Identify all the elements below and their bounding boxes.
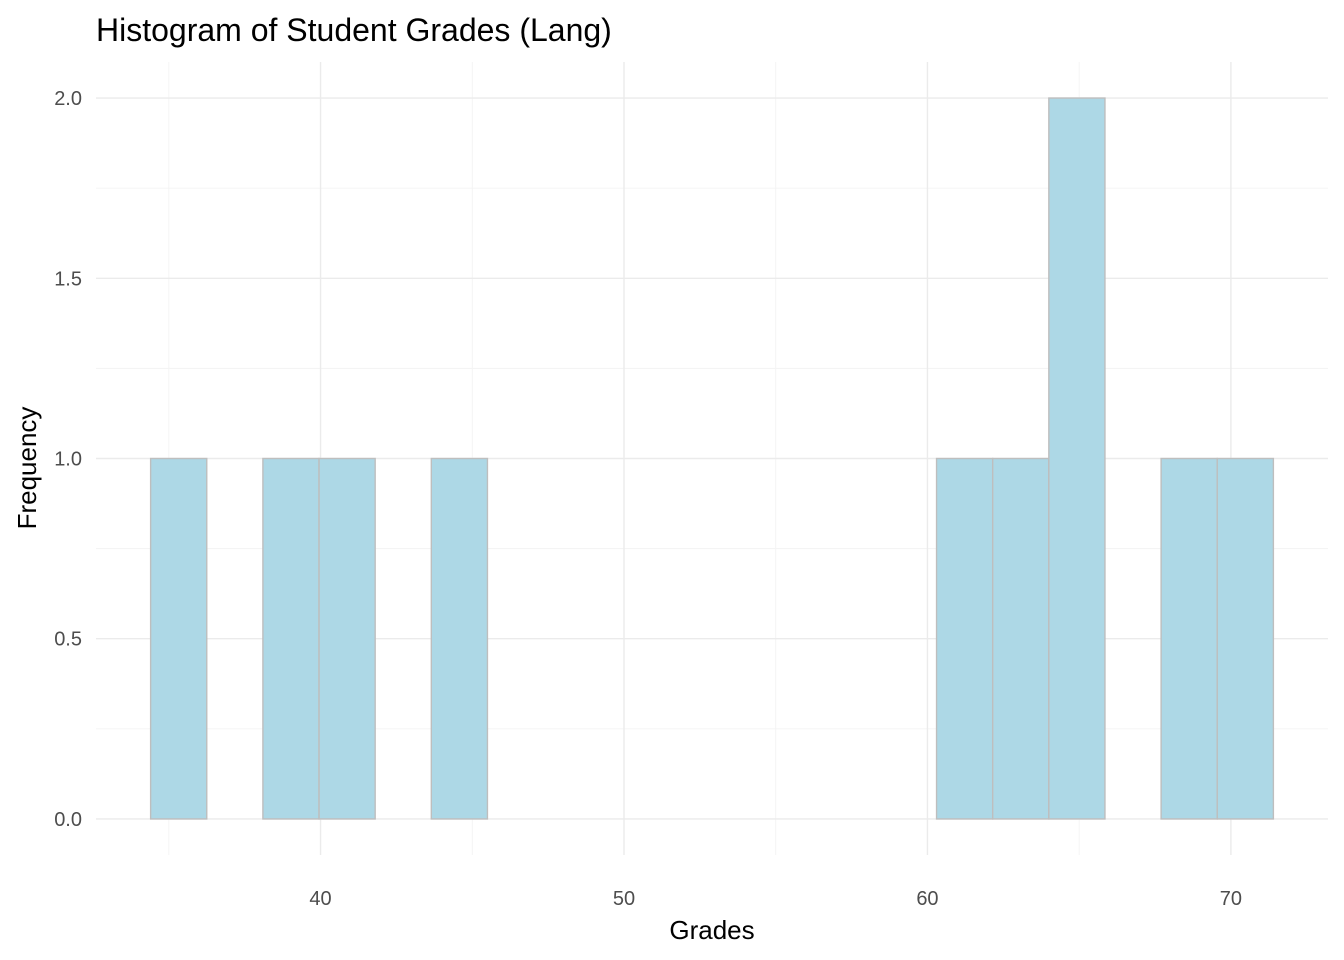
x-axis-ticks: 40 50 60 70: [309, 888, 1242, 910]
histogram-bar: [1216, 457, 1275, 820]
chart-title: Histogram of Student Grades (Lang): [96, 12, 612, 48]
x-axis-title: Grades: [669, 915, 754, 945]
y-tick-label: 1.5: [54, 268, 82, 290]
histogram-bar: [1160, 457, 1218, 820]
histogram-bar: [149, 457, 208, 820]
x-tick-label: 70: [1220, 888, 1242, 910]
histogram-bar: [262, 457, 320, 820]
x-tick-label: 40: [309, 888, 331, 910]
y-axis-ticks: 0.0 0.5 1.0 1.5 2.0: [54, 88, 82, 831]
x-tick-label: 50: [613, 888, 635, 910]
y-tick-label: 2.0: [54, 88, 82, 110]
x-tick-label: 60: [916, 888, 938, 910]
histogram-bar: [935, 457, 994, 820]
histogram-bar: [991, 457, 1050, 820]
histogram-bar: [1048, 97, 1106, 820]
y-tick-label: 0.5: [54, 629, 82, 651]
y-axis-title: Frequency: [12, 407, 42, 530]
histogram-bar: [430, 457, 489, 820]
y-tick-label: 1.0: [54, 449, 82, 471]
bars: [149, 97, 1275, 820]
y-tick-label: 0.0: [54, 809, 82, 831]
histogram-bar: [318, 457, 376, 820]
